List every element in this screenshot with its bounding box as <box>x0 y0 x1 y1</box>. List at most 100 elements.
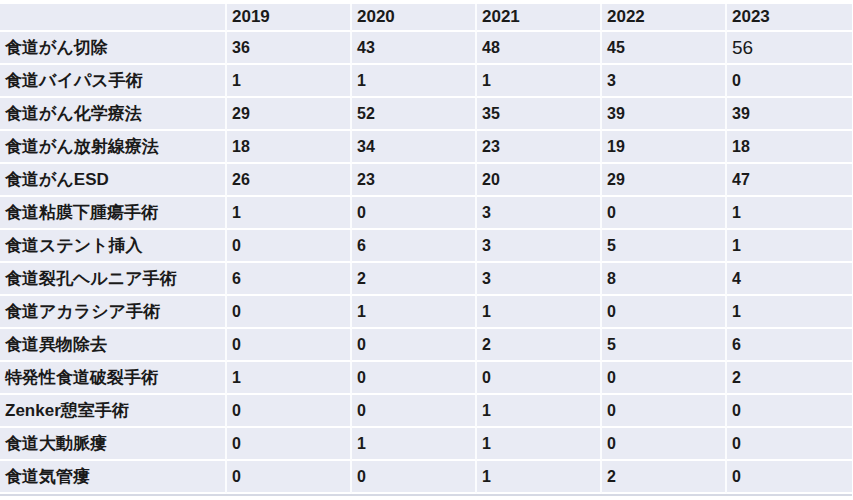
value-cell: 0 <box>602 362 727 395</box>
table-row: 食道裂孔ヘルニア手術62384 <box>0 263 852 296</box>
table-row: 食道がん切除3643484556 <box>0 32 852 65</box>
value-cell: 1 <box>477 428 602 461</box>
year-header: 2023 <box>727 4 852 32</box>
value-cell: 29 <box>602 164 727 197</box>
row-label: 食道大動脈瘻 <box>0 428 227 461</box>
value-cell: 0 <box>227 230 352 263</box>
value-cell: 0 <box>227 395 352 428</box>
value-cell: 0 <box>352 362 477 395</box>
value-cell: 45 <box>602 32 727 65</box>
row-label: 食道異物除去 <box>0 329 227 362</box>
value-cell: 0 <box>352 197 477 230</box>
value-cell: 47 <box>727 164 852 197</box>
value-cell: 1 <box>477 296 602 329</box>
table-row: 食道バイパス手術11130 <box>0 65 852 98</box>
value-cell: 36 <box>227 32 352 65</box>
value-cell: 2 <box>602 461 727 494</box>
row-label: 食道粘膜下腫瘍手術 <box>0 197 227 230</box>
value-cell: 0 <box>352 329 477 362</box>
header-row: 20192020202120222023 <box>0 4 852 32</box>
value-cell: 18 <box>227 131 352 164</box>
table-row: 食道アカラシア手術01101 <box>0 296 852 329</box>
row-label: 食道裂孔ヘルニア手術 <box>0 263 227 296</box>
value-cell: 0 <box>227 296 352 329</box>
value-cell: 3 <box>477 197 602 230</box>
value-cell: 1 <box>227 362 352 395</box>
table-row: 食道ステント挿入06351 <box>0 230 852 263</box>
year-header: 2020 <box>352 4 477 32</box>
value-cell: 3 <box>477 263 602 296</box>
value-cell: 0 <box>727 428 852 461</box>
value-cell: 3 <box>477 230 602 263</box>
row-label: 食道がん放射線療法 <box>0 131 227 164</box>
value-cell: 29 <box>227 98 352 131</box>
value-cell: 5 <box>602 329 727 362</box>
value-cell: 1 <box>477 395 602 428</box>
value-cell: 0 <box>602 395 727 428</box>
table-row: 食道気管瘻00120 <box>0 461 852 494</box>
value-cell: 35 <box>477 98 602 131</box>
value-cell: 20 <box>477 164 602 197</box>
value-cell: 4 <box>727 263 852 296</box>
row-label: 食道気管瘻 <box>0 461 227 494</box>
value-cell: 6 <box>727 329 852 362</box>
table-row: 食道粘膜下腫瘍手術10301 <box>0 197 852 230</box>
table-row: 食道大動脈瘻01100 <box>0 428 852 461</box>
value-cell: 5 <box>602 230 727 263</box>
value-cell: 1 <box>727 230 852 263</box>
table-row: 食道がん化学療法2952353939 <box>0 98 852 131</box>
value-cell: 52 <box>352 98 477 131</box>
table-row: 食道がん放射線療法1834231918 <box>0 131 852 164</box>
value-cell: 23 <box>352 164 477 197</box>
value-cell: 26 <box>227 164 352 197</box>
row-label: 食道ステント挿入 <box>0 230 227 263</box>
value-cell: 1 <box>352 65 477 98</box>
value-cell: 1 <box>227 65 352 98</box>
value-cell: 1 <box>477 461 602 494</box>
value-cell: 0 <box>227 329 352 362</box>
row-label: 特発性食道破裂手術 <box>0 362 227 395</box>
value-cell: 1 <box>727 296 852 329</box>
value-cell: 39 <box>602 98 727 131</box>
corner-cell <box>0 4 227 32</box>
value-cell: 34 <box>352 131 477 164</box>
row-label: Zenker憩室手術 <box>0 395 227 428</box>
table-row: 食道がんESD2623202947 <box>0 164 852 197</box>
year-header: 2022 <box>602 4 727 32</box>
value-cell: 1 <box>727 197 852 230</box>
value-cell: 19 <box>602 131 727 164</box>
value-cell: 0 <box>227 461 352 494</box>
value-cell: 0 <box>602 296 727 329</box>
row-label: 食道がん切除 <box>0 32 227 65</box>
value-cell: 1 <box>352 428 477 461</box>
row-label: 食道アカラシア手術 <box>0 296 227 329</box>
value-cell: 8 <box>602 263 727 296</box>
row-label: 食道がんESD <box>0 164 227 197</box>
value-cell: 3 <box>602 65 727 98</box>
value-cell: 0 <box>227 428 352 461</box>
value-cell: 0 <box>352 395 477 428</box>
row-label: 食道がん化学療法 <box>0 98 227 131</box>
value-cell: 0 <box>727 65 852 98</box>
table-row: 特発性食道破裂手術10002 <box>0 362 852 395</box>
year-header: 2021 <box>477 4 602 32</box>
value-cell: 0 <box>477 362 602 395</box>
value-cell: 1 <box>477 65 602 98</box>
slide-table-page: 20192020202120222023 食道がん切除3643484556食道バ… <box>0 4 853 500</box>
table-body: 食道がん切除3643484556食道バイパス手術11130食道がん化学療法295… <box>0 32 852 494</box>
value-cell: 6 <box>352 230 477 263</box>
table-row: 食道異物除去00256 <box>0 329 852 362</box>
esophageal-procedures-table: 20192020202120222023 食道がん切除3643484556食道バ… <box>0 4 852 496</box>
value-cell: 2 <box>727 362 852 395</box>
value-cell: 0 <box>602 197 727 230</box>
value-cell: 56 <box>727 32 852 65</box>
value-cell: 0 <box>727 395 852 428</box>
value-cell: 48 <box>477 32 602 65</box>
value-cell: 1 <box>227 197 352 230</box>
year-header: 2019 <box>227 4 352 32</box>
value-cell: 39 <box>727 98 852 131</box>
value-cell: 23 <box>477 131 602 164</box>
value-cell: 2 <box>477 329 602 362</box>
value-cell: 1 <box>352 296 477 329</box>
value-cell: 6 <box>227 263 352 296</box>
